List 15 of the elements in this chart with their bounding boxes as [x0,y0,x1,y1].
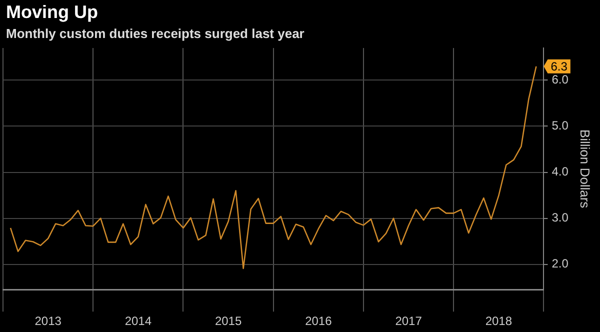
x-tick-label: 2018 [485,314,512,328]
y-tick-label: 5.0 [552,118,569,133]
x-tick-label: 2017 [395,314,422,328]
x-tick-label: 2013 [34,314,62,328]
x-tick-label: 2014 [124,314,152,328]
data-label: 6.3 [550,60,568,74]
y-tick-label: 3.0 [552,210,569,225]
chart-subtitle: Monthly custom duties receipts surged last year [6,26,304,41]
y-tick-label: 4.0 [552,164,569,179]
chart-title: Moving Up [6,2,98,23]
x-tick-label: 2015 [214,314,242,328]
y-axis-title: Billion Dollars [578,129,593,209]
y-tick-label: 6.0 [552,72,569,87]
y-tick-label: 2.0 [552,256,569,271]
x-tick-label: 2016 [305,314,332,328]
